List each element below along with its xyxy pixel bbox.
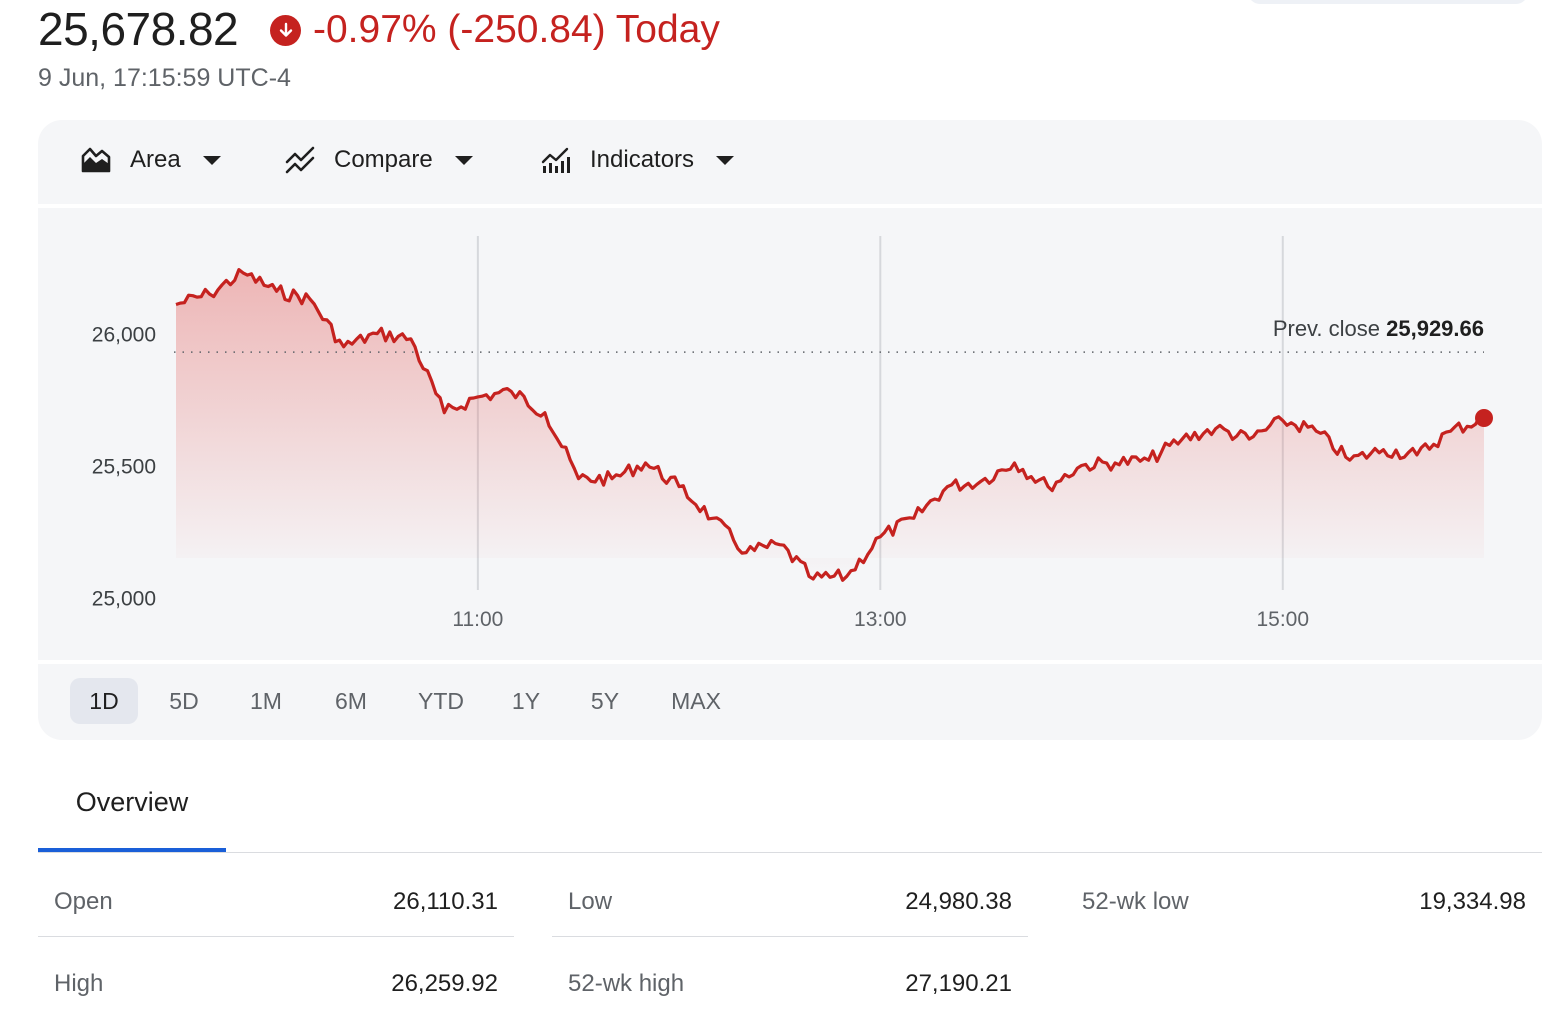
range-max[interactable]: MAX <box>671 688 721 714</box>
stat-label: 52-wk high <box>568 970 685 997</box>
stat-row-open: Open 26,110.31 <box>38 854 514 937</box>
range-ytd[interactable]: YTD <box>418 688 464 714</box>
range-selector: 1D 5D 1M 6M YTD 1Y 5Y MAX <box>38 660 1542 740</box>
indicators-icon <box>541 147 570 173</box>
y-tick-label: 26,000 <box>92 324 156 347</box>
current-price: 25,678.82 <box>38 3 239 55</box>
compare-dropdown[interactable]: Compare <box>284 142 473 178</box>
chevron-down-icon <box>202 155 221 165</box>
stat-label: 52-wk low <box>1082 888 1189 915</box>
chevron-down-icon <box>454 155 473 165</box>
compare-label: Compare <box>334 146 433 173</box>
stat-row-high: High 26,259.92 <box>38 936 514 1018</box>
prev-close-label: Prev. close 25,929.66 <box>1273 316 1484 341</box>
last-price-dot <box>1475 409 1493 427</box>
y-tick-label: 25,500 <box>92 456 156 479</box>
stat-row-52-wk-high: 52-wk high 27,190.21 <box>552 936 1028 1018</box>
range-1d[interactable]: 1D <box>70 678 138 724</box>
range-1m[interactable]: 1M <box>250 688 282 714</box>
y-tick-label: 25,000 <box>92 587 156 610</box>
tab-overview[interactable]: Overview <box>38 760 226 852</box>
range-5y[interactable]: 5Y <box>590 688 620 714</box>
range-5d[interactable]: 5D <box>169 688 199 714</box>
stat-value: 24,980.38 <box>905 888 1012 915</box>
compare-icon <box>285 146 315 174</box>
chart-type-label: Area <box>130 146 181 173</box>
x-tick-label: 11:00 <box>452 608 503 631</box>
top-pill[interactable] <box>1248 0 1528 4</box>
price-chart[interactable]: 11:00 13:00 15:00 25,000 25,500 26,000 Prev. c… <box>38 204 1542 664</box>
stat-value: 26,110.31 <box>393 888 498 915</box>
quote-timestamp: 9 Jun, 17:15:59 UTC-4 <box>38 64 291 92</box>
stat-row-52-wk-low: 52-wk low 19,334.98 <box>1066 854 1542 936</box>
stat-value: 26,259.92 <box>391 970 498 997</box>
price-chart-svg: 11:00 13:00 15:00 25,000 25,500 26,000 Prev. c… <box>92 236 1493 631</box>
price-area-fill <box>176 269 1484 581</box>
indicators-label: Indicators <box>590 146 695 173</box>
chart-type-dropdown[interactable]: Area <box>80 142 221 178</box>
chart-card: Area Compare Indicators <box>38 120 1542 740</box>
price-line <box>175 268 1485 582</box>
stat-value: 19,334.98 <box>1419 888 1526 915</box>
chart-toolbar: Area Compare Indicators <box>38 120 1542 200</box>
stat-label: Open <box>54 888 113 915</box>
tab-bar: Overview <box>38 760 1542 853</box>
stat-label: Low <box>568 888 613 915</box>
chevron-down-icon <box>716 155 735 165</box>
area-chart-icon <box>81 147 111 173</box>
stat-value: 27,190.21 <box>905 970 1012 997</box>
x-tick-label: 15:00 <box>1256 608 1309 631</box>
range-1y[interactable]: 1Y <box>511 688 541 714</box>
stat-row-low: Low 24,980.38 <box>552 854 1028 937</box>
price-change: -0.97% (-250.84) Today <box>270 8 720 52</box>
indicators-dropdown[interactable]: Indicators <box>540 142 735 178</box>
stat-label: High <box>54 970 104 997</box>
range-6m[interactable]: 6M <box>335 688 367 714</box>
arrow-down-icon <box>270 14 301 46</box>
x-tick-label: 13:00 <box>854 608 907 631</box>
price-change-text: -0.97% (-250.84) Today <box>313 8 720 51</box>
